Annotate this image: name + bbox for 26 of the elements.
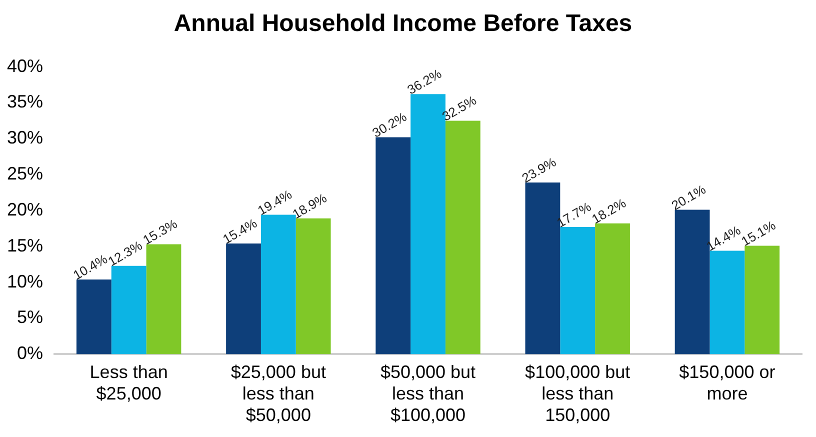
x-tick-label: $50,000 but less than $100,000	[380, 362, 476, 426]
bar	[76, 279, 112, 354]
bar	[111, 266, 146, 354]
chart-title: Annual Household Income Before Taxes	[174, 10, 632, 38]
y-tick-label: 25%	[6, 164, 44, 184]
y-tick-label: 40%	[6, 56, 44, 76]
bar	[146, 244, 182, 354]
y-tick-label: 0%	[17, 343, 44, 364]
bar	[744, 246, 780, 354]
y-tick-label: 30%	[6, 128, 44, 148]
bar	[595, 223, 630, 354]
bar	[445, 120, 480, 354]
bar	[710, 250, 745, 354]
y-tick-label: 10%	[6, 271, 44, 292]
bar	[296, 218, 331, 354]
bar	[226, 244, 261, 354]
bar	[376, 137, 411, 354]
y-tick-label: 5%	[17, 307, 44, 328]
bar	[560, 227, 596, 354]
x-tick-label: $100,000 but less than 150,000	[525, 362, 630, 426]
y-tick-label: 35%	[6, 92, 44, 112]
y-tick-label: 15%	[6, 235, 44, 256]
x-tick-label: $25,000 but less than $50,000	[230, 362, 326, 426]
x-tick-label: $150,000 or more	[679, 362, 776, 404]
y-tick-label: 20%	[6, 199, 44, 220]
x-tick-label: Less than $25,000	[90, 362, 168, 404]
